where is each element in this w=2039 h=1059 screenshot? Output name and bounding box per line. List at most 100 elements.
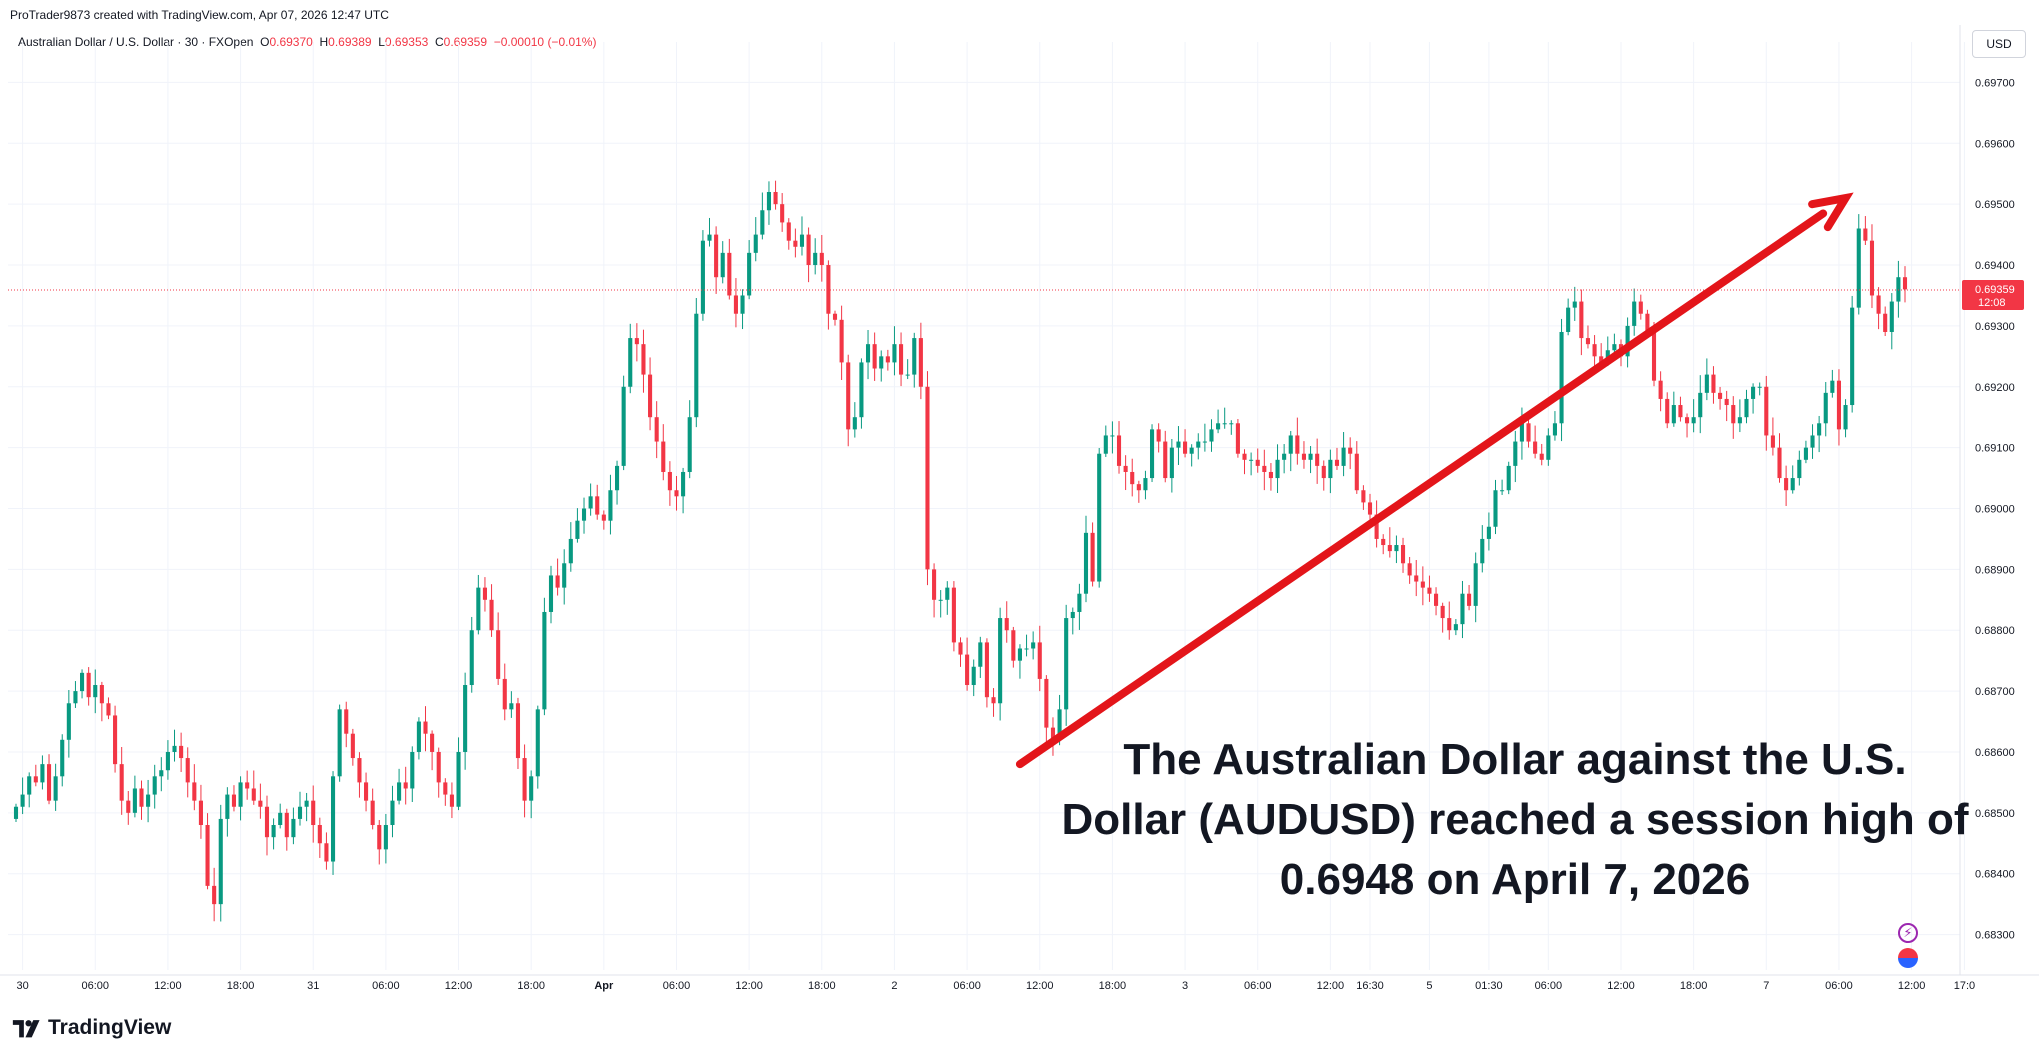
candle-body — [46, 764, 52, 801]
candle-body — [1698, 392, 1703, 418]
candle-body — [1176, 441, 1181, 448]
x-tick-label: 01:30 — [1475, 980, 1503, 992]
candle-body — [1797, 459, 1802, 479]
x-tick-label: 12:00 — [1317, 980, 1345, 992]
candle-body — [819, 252, 824, 266]
candle-body — [337, 709, 342, 777]
candle-body — [1381, 538, 1386, 546]
y-tick-label: 0.68700 — [1975, 686, 2015, 698]
candle-body — [1817, 423, 1822, 436]
x-tick-label: 06:00 — [663, 980, 691, 992]
candle-body — [1044, 678, 1049, 728]
candle-body — [998, 618, 1003, 704]
candle-body — [1149, 429, 1155, 479]
candle-body — [1341, 447, 1346, 466]
x-tick-label: 7 — [1763, 980, 1769, 992]
candle-body — [1394, 545, 1399, 552]
candle-body — [1050, 727, 1056, 740]
candle-body — [707, 234, 712, 241]
candle-body — [165, 751, 170, 771]
candle-body — [80, 672, 85, 692]
y-tick-label: 0.69100 — [1975, 443, 2015, 455]
candle-body — [1460, 593, 1465, 625]
candle-body — [1321, 465, 1326, 479]
candle-body — [192, 782, 197, 801]
candle-body — [912, 338, 917, 375]
tradingview-logo-icon — [12, 1020, 40, 1038]
candle-body — [667, 471, 672, 491]
candle-body — [714, 234, 719, 278]
annotation-line-2: Dollar (AUDUSD) reached a session high o… — [1061, 795, 1969, 844]
high-label: H — [319, 35, 329, 49]
candle-body — [766, 191, 772, 211]
candle-body — [1651, 331, 1657, 381]
candle-body — [1400, 545, 1406, 564]
candle-body — [509, 703, 514, 710]
candle-body — [1566, 307, 1571, 332]
candle-body — [568, 538, 573, 564]
y-tick-label: 0.68400 — [1975, 869, 2015, 881]
candle-body — [661, 441, 666, 472]
candle-body — [1751, 386, 1756, 399]
candle-body — [562, 563, 567, 588]
candle-body — [1064, 618, 1069, 710]
candle-body — [971, 666, 976, 686]
candle-body — [925, 386, 930, 570]
candle-body — [489, 599, 494, 631]
candle-body — [958, 642, 963, 655]
candle-body — [238, 782, 243, 807]
x-tick-label: 12:00 — [1898, 980, 1926, 992]
x-tick-label: 06:00 — [1825, 980, 1853, 992]
candle-body — [496, 630, 501, 679]
y-tick-label: 0.69000 — [1975, 504, 2015, 516]
candle-body — [1843, 405, 1848, 430]
candle-body — [1711, 374, 1716, 393]
candle-body — [1447, 618, 1452, 631]
candle-body — [1625, 325, 1630, 357]
annotation-line-3: 0.6948 on April 7, 2026 — [1279, 855, 1751, 904]
candle-body — [1387, 545, 1392, 552]
candle-body — [1453, 624, 1458, 631]
symbol-name[interactable]: Australian Dollar / U.S. Dollar · 30 · F… — [18, 35, 254, 49]
candle-body — [595, 496, 600, 515]
tradingview-logo[interactable]: TradingView — [12, 1016, 171, 1040]
candle-body — [1856, 228, 1861, 308]
candle-body — [469, 630, 474, 686]
candle-body — [1684, 417, 1690, 424]
candle-body — [1017, 648, 1022, 661]
candle-body — [575, 520, 580, 539]
trend-arrow-head — [1808, 192, 1854, 232]
candle-body — [1539, 453, 1544, 460]
candle-body — [179, 745, 184, 759]
x-tick-label: 30 — [16, 980, 28, 992]
candle-body — [449, 794, 454, 807]
candle-body — [330, 776, 336, 862]
candle-body — [1116, 435, 1122, 466]
candle-body — [535, 709, 540, 777]
candle-body — [681, 471, 686, 497]
annotation-line-1: The Australian Dollar against the U.S. — [1123, 735, 1907, 784]
currency-selector[interactable]: USD — [1972, 30, 2026, 58]
candle-body — [1638, 301, 1643, 314]
candle-body — [932, 569, 937, 600]
candle-body — [1268, 471, 1273, 479]
candle-body — [839, 319, 844, 363]
x-tick-label: 06:00 — [81, 980, 109, 992]
candle-body — [978, 642, 983, 667]
candle-body — [1374, 514, 1379, 539]
candle-body — [648, 374, 653, 418]
x-tick-label: 18:00 — [1099, 980, 1127, 992]
candle-body — [733, 295, 738, 314]
close-value: 0.69359 — [443, 35, 488, 49]
candle-body — [284, 812, 289, 838]
change-value: −0.00010 (−0.01%) — [493, 35, 597, 49]
candle-body — [1209, 429, 1214, 442]
candle-body — [1585, 338, 1591, 345]
lightning-icon[interactable]: ⚡ — [1898, 923, 1918, 943]
us-flag-icon[interactable] — [1898, 948, 1918, 968]
candle-body — [793, 240, 798, 247]
candle-body — [410, 751, 415, 789]
candle-body — [1097, 453, 1102, 582]
low-value: 0.69353 — [384, 35, 429, 49]
